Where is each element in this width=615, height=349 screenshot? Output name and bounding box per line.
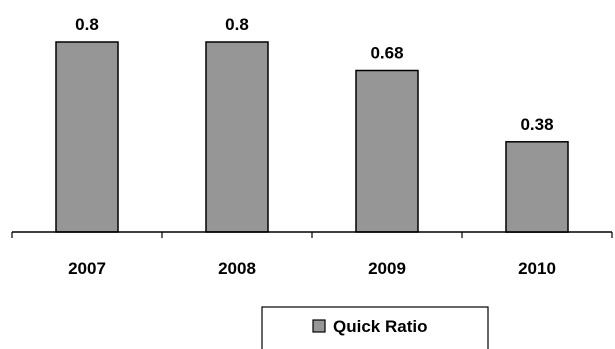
data-labels-group: 0.8 0.8 0.68 0.38 xyxy=(75,15,553,134)
bar-2008 xyxy=(205,41,269,233)
x-axis-tick-labels: 2007 2008 2009 2010 xyxy=(68,259,556,278)
bar-2010 xyxy=(505,141,569,233)
x-tick-label-2010: 2010 xyxy=(518,259,556,278)
x-tick-label-2008: 2008 xyxy=(218,259,256,278)
data-label-2009: 0.68 xyxy=(370,44,403,63)
legend-box xyxy=(261,306,489,349)
x-tick-label-2007: 2007 xyxy=(68,259,106,278)
x-axis-ticks xyxy=(11,232,613,238)
data-label-2010: 0.38 xyxy=(520,115,553,134)
bar-2007 xyxy=(55,41,119,233)
data-label-2008: 0.8 xyxy=(225,15,249,34)
data-label-2007: 0.8 xyxy=(75,15,99,34)
bars-group xyxy=(55,41,569,233)
legend: Quick Ratio xyxy=(261,306,489,349)
legend-swatch-quick-ratio xyxy=(312,319,326,333)
x-tick-label-2009: 2009 xyxy=(368,259,406,278)
legend-label-quick-ratio: Quick Ratio xyxy=(333,317,427,336)
bar-2009 xyxy=(355,69,419,233)
